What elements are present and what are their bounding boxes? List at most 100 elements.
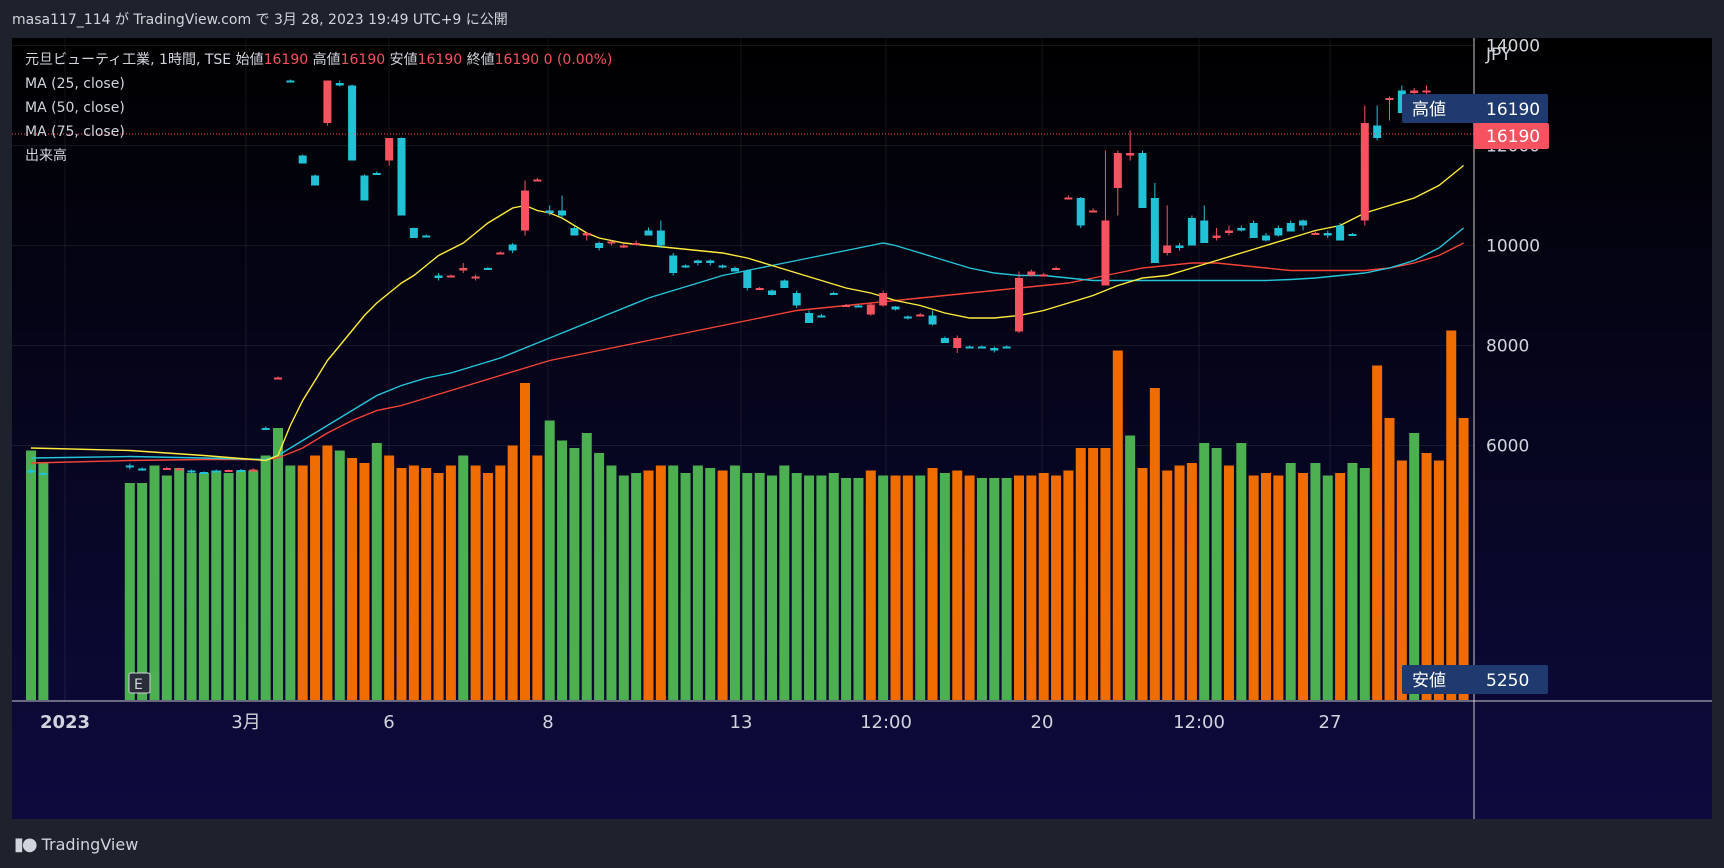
volume-bar bbox=[1285, 463, 1296, 700]
volume-bar bbox=[1174, 465, 1185, 700]
volume-bar bbox=[964, 475, 975, 700]
volume-bar bbox=[322, 445, 333, 700]
candle-body bbox=[755, 288, 764, 290]
volume-bar bbox=[1137, 468, 1148, 700]
legend-low-value: 16190 bbox=[417, 52, 463, 68]
candle bbox=[1175, 243, 1184, 251]
earnings-marker[interactable]: E bbox=[128, 672, 151, 694]
time-tick-label: 2023 bbox=[40, 712, 90, 733]
candle bbox=[891, 306, 900, 311]
volume-bar bbox=[569, 448, 580, 700]
volume-bar bbox=[1088, 448, 1099, 700]
volume-bar bbox=[421, 468, 432, 700]
publish-header: masa117_114 が TradingView.com で 3月 28, 2… bbox=[12, 12, 508, 28]
candle bbox=[656, 220, 665, 248]
candle-body bbox=[1138, 153, 1147, 208]
candle-body bbox=[582, 233, 591, 236]
candle bbox=[1089, 208, 1098, 213]
volume-bar bbox=[865, 470, 876, 700]
volume-bar bbox=[643, 470, 654, 700]
volume-bar bbox=[1051, 475, 1062, 700]
legend-ma25[interactable]: MA (25, close) bbox=[25, 76, 125, 92]
candle bbox=[619, 243, 628, 248]
volume-bar bbox=[1211, 448, 1222, 700]
candle bbox=[1348, 233, 1357, 236]
last-price-tag: 16190 bbox=[1474, 123, 1549, 149]
volume-bar bbox=[841, 478, 852, 700]
candles bbox=[27, 79, 1431, 476]
candle bbox=[274, 376, 282, 380]
volume-bar bbox=[828, 473, 839, 700]
volume-bars bbox=[26, 330, 1469, 700]
candle-body bbox=[1076, 198, 1085, 226]
volume-bar bbox=[668, 465, 679, 700]
candle-body bbox=[718, 265, 727, 268]
volume-bar bbox=[1384, 418, 1395, 700]
candle-body bbox=[508, 244, 517, 251]
candle-body bbox=[977, 346, 986, 349]
chart-legend: 元旦ビューティ工業, 1時間, TSE 始値16190 高値16190 安値16… bbox=[25, 48, 612, 168]
candle bbox=[187, 469, 196, 474]
volume-bar bbox=[26, 450, 36, 700]
candle-body bbox=[323, 80, 332, 123]
candle bbox=[558, 195, 567, 218]
volume-bar bbox=[717, 470, 728, 700]
candle-body bbox=[483, 268, 492, 270]
candle-body bbox=[730, 268, 739, 272]
candle bbox=[483, 267, 492, 270]
candle bbox=[224, 469, 233, 472]
candle bbox=[595, 241, 604, 251]
volume-bar bbox=[1100, 448, 1111, 700]
volume-bar bbox=[1335, 473, 1346, 700]
legend-ohlc-row: 元旦ビューティ工業, 1時間, TSE 始値16190 高値16190 安値16… bbox=[25, 48, 612, 72]
volume-bar bbox=[581, 433, 592, 700]
volume-bar bbox=[371, 443, 382, 700]
candle bbox=[360, 174, 369, 201]
candle bbox=[236, 469, 245, 472]
volume-bar bbox=[1298, 473, 1309, 700]
volume-bar bbox=[976, 478, 987, 700]
candle bbox=[446, 274, 455, 278]
volume-bar bbox=[779, 465, 790, 700]
candle-body bbox=[1039, 274, 1048, 277]
volume-bar bbox=[1347, 463, 1358, 700]
candle bbox=[1397, 85, 1406, 113]
candle bbox=[644, 227, 653, 236]
candle bbox=[125, 463, 134, 470]
candle bbox=[1224, 225, 1233, 236]
currency-label: JPY bbox=[1485, 45, 1512, 65]
candle-body bbox=[39, 473, 48, 475]
volume-bar bbox=[458, 455, 469, 700]
candle bbox=[1360, 105, 1369, 226]
time-tick-label: 13 bbox=[730, 712, 753, 733]
candle-body bbox=[1150, 198, 1159, 263]
time-tick-label: 12:00 bbox=[1173, 712, 1225, 733]
legend-high-value: 16190 bbox=[340, 52, 386, 68]
candle-body bbox=[805, 313, 814, 323]
price-chart[interactable]: 60008000100001200014000 20233月681312:002… bbox=[12, 38, 1712, 819]
candle bbox=[730, 266, 739, 272]
legend-close-label: 終値 bbox=[466, 52, 495, 68]
legend-volume[interactable]: 出来高 bbox=[25, 148, 67, 164]
volume-bar bbox=[285, 465, 296, 700]
candle-body bbox=[533, 179, 542, 182]
candle-body bbox=[459, 268, 468, 271]
legend-ma50[interactable]: MA (50, close) bbox=[25, 100, 125, 116]
volume-bar bbox=[273, 428, 283, 700]
candle-body bbox=[1027, 271, 1036, 276]
chart-panel[interactable]: 60008000100001200014000 20233月681312:002… bbox=[12, 38, 1712, 819]
candle bbox=[977, 345, 986, 349]
candle-body bbox=[854, 305, 863, 308]
legend-low-label: 安値 bbox=[389, 52, 418, 68]
volume-bar bbox=[853, 478, 864, 700]
candle-body bbox=[792, 293, 801, 306]
candle-body bbox=[446, 275, 455, 278]
volume-bar bbox=[902, 475, 913, 700]
volume-bar bbox=[1409, 433, 1420, 700]
candle-body bbox=[397, 138, 406, 216]
legend-ma75[interactable]: MA (75, close) bbox=[25, 124, 125, 140]
candle-body bbox=[434, 275, 443, 278]
volume-bar bbox=[507, 445, 518, 700]
candle-body bbox=[1126, 153, 1135, 156]
candle bbox=[1076, 197, 1085, 228]
